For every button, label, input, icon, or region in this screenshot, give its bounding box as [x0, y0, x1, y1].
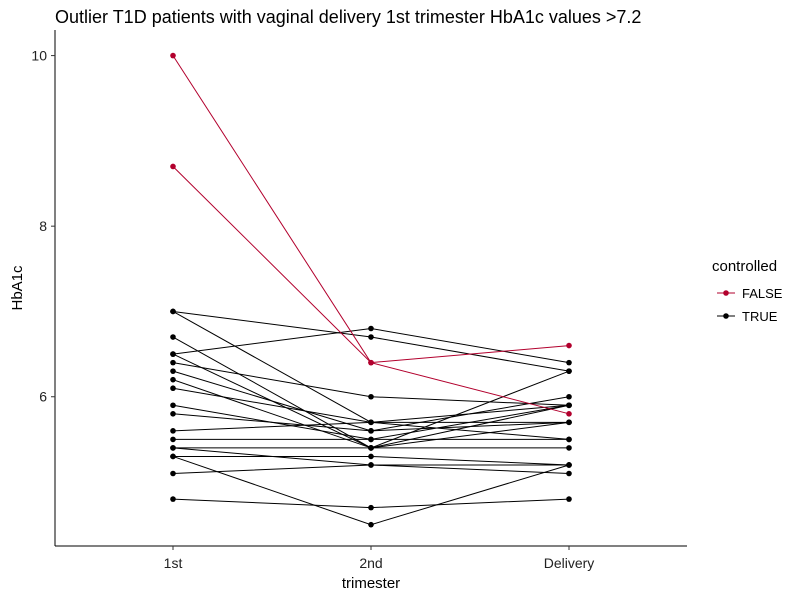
data-point: [170, 470, 176, 477]
data-point: [170, 368, 176, 374]
data-point: [566, 402, 572, 409]
data-point: [368, 334, 374, 340]
data-point: [566, 359, 572, 366]
data-point: [170, 496, 176, 502]
series-points: [170, 52, 572, 528]
data-point: [170, 445, 176, 451]
chart-title: Outlier T1D patients with vaginal delive…: [55, 7, 641, 27]
x-tick-label: 1st: [164, 555, 183, 571]
legend-title: controlled: [712, 258, 777, 275]
series-line: [172, 328, 570, 364]
data-point: [368, 325, 374, 332]
y-tick-label: 8: [39, 218, 47, 234]
legend-label: TRUE: [742, 309, 778, 324]
legend-label: FALSE: [742, 286, 783, 301]
data-point: [170, 376, 176, 383]
data-point: [566, 470, 572, 477]
x-tick-label: Delivery: [544, 555, 595, 571]
data-point: [368, 393, 374, 400]
series-line: [172, 387, 570, 423]
data-point: [566, 368, 572, 374]
data-point: [170, 428, 176, 434]
data-point: [566, 462, 572, 468]
data-point: [170, 402, 176, 409]
data-point: [368, 462, 374, 468]
data-point: [170, 385, 176, 392]
series-line: [172, 447, 570, 475]
data-point: [170, 52, 176, 59]
data-point: [368, 445, 374, 451]
y-tick-label: 10: [31, 48, 47, 64]
data-point: [170, 453, 176, 460]
data-point: [566, 436, 572, 443]
legend: controlled FALSE TRUE: [712, 258, 783, 324]
data-point: [368, 504, 374, 511]
legend-key-point: [723, 313, 729, 319]
data-point: [566, 342, 572, 349]
series-line: [172, 166, 570, 364]
data-point: [170, 359, 176, 366]
data-point: [170, 436, 176, 443]
data-point: [170, 163, 176, 170]
x-tick-label: 2nd: [359, 555, 382, 571]
x-axis-title: trimester: [342, 575, 400, 592]
x-axis-ticks: 1st 2nd Delivery: [164, 546, 595, 571]
data-point: [170, 308, 176, 315]
data-point: [566, 393, 572, 400]
data-point: [368, 359, 374, 366]
y-axis-ticks: 6 8 10: [31, 48, 55, 405]
data-point: [170, 334, 176, 340]
legend-key-point: [723, 290, 729, 296]
data-point: [566, 496, 572, 502]
data-point: [566, 445, 572, 451]
data-point: [368, 436, 374, 443]
data-point: [368, 419, 374, 426]
data-point: [566, 419, 572, 426]
data-point: [368, 453, 374, 460]
data-point: [170, 411, 176, 417]
data-point: [368, 428, 374, 434]
data-point: [170, 351, 176, 357]
data-point: [566, 411, 572, 417]
y-axis-title: HbA1c: [9, 265, 26, 311]
data-point: [368, 521, 374, 528]
y-tick-label: 6: [39, 389, 47, 405]
